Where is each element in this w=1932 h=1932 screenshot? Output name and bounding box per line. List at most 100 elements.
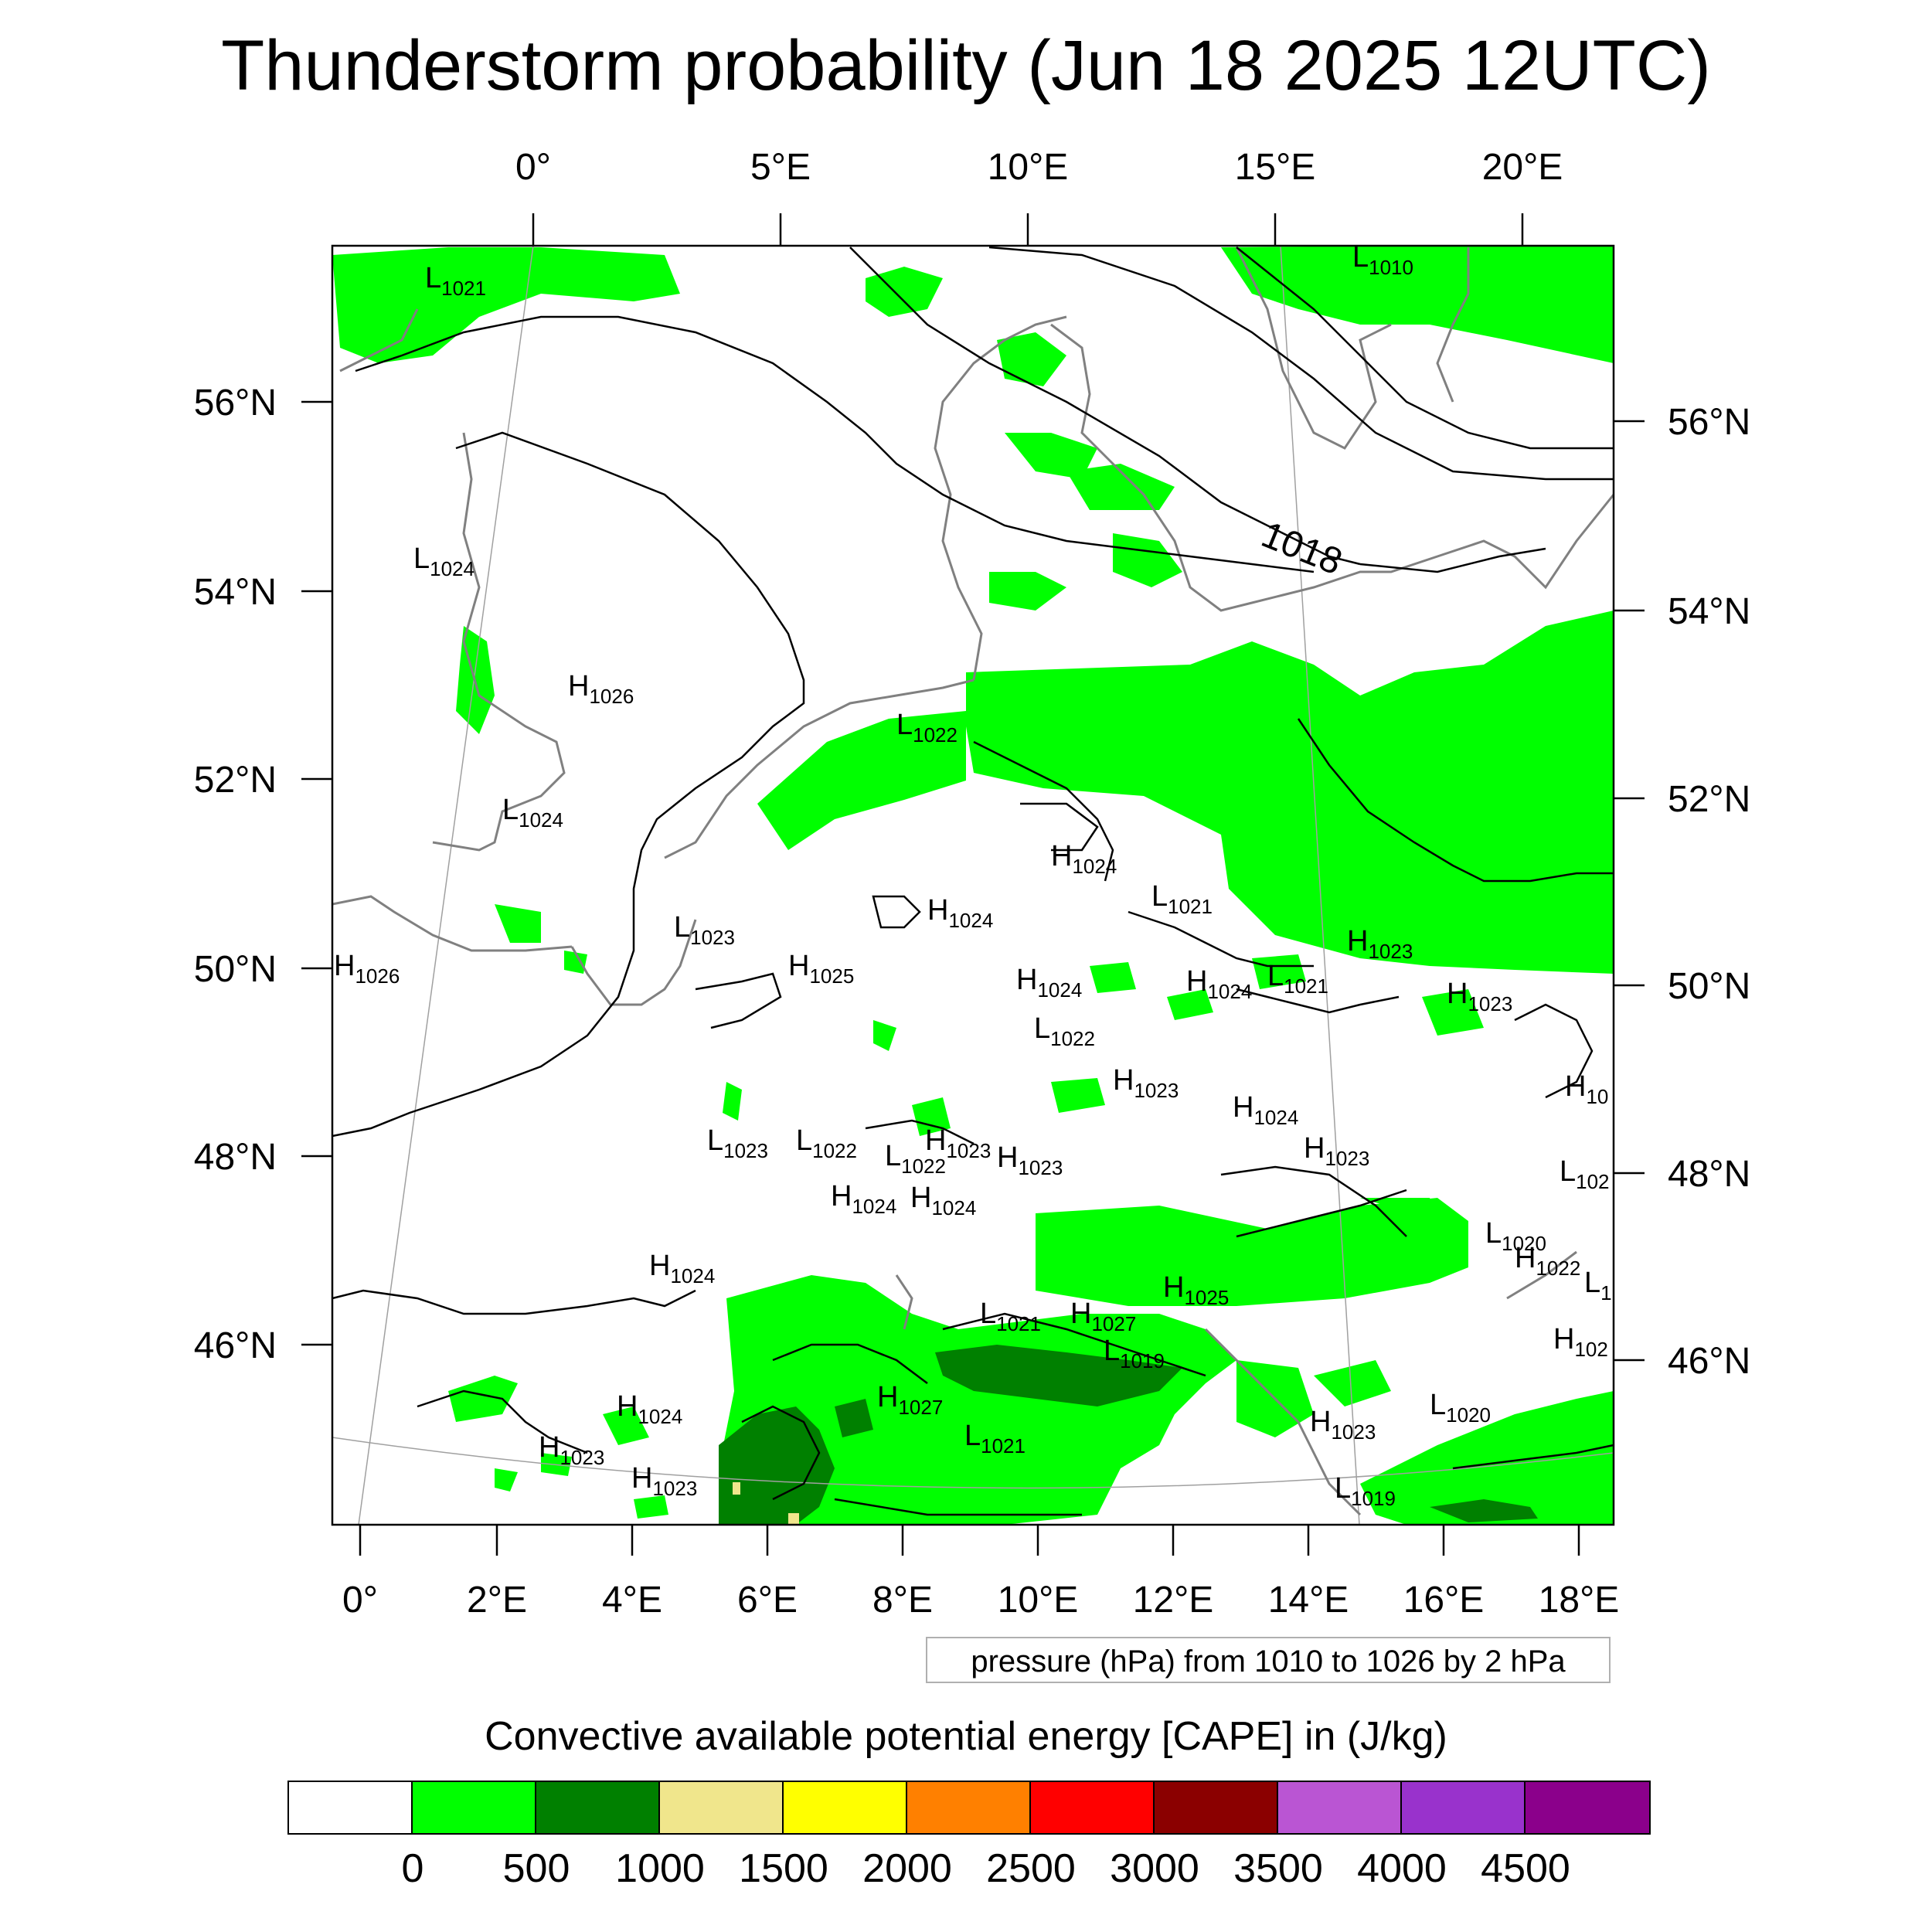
colorbar-label: 2500 [986,1846,1076,1891]
left-axis-label: 46°N [194,1325,277,1366]
isobars [332,246,1614,1516]
pressure-center-label: L1019 [1104,1335,1165,1372]
pressure-center-label: L1023 [707,1124,768,1162]
colorbar-swatch [1526,1782,1649,1833]
right-axis-label: 46°N [1668,1341,1750,1382]
cape-field [332,246,1614,1525]
colorbar-swatch [660,1782,784,1833]
right-axis-label: 52°N [1668,779,1750,820]
pressure-center-label: H1023 [1304,1132,1369,1170]
colorbar-label: 3500 [1233,1846,1323,1891]
axis-labels: 0° 5°E 10°E 15°E 20°E 0° 2°E 4°E 6°E 8°E 10°E 12°E 1… [194,147,1751,1621]
left-axis-label: 56°N [194,383,277,423]
colorbar-swatch [1155,1782,1278,1833]
pressure-center-label: H1024 [1051,840,1117,878]
pressure-center-label: H1027 [1070,1298,1136,1335]
bottom-axis-label: 16°E [1403,1580,1485,1621]
left-axis-label: 54°N [194,572,277,613]
pressure-center-label: L1022 [896,709,957,747]
pressure-center-label: H1024 [1016,964,1082,1002]
colorbar-swatch [784,1782,907,1833]
pressure-center-label: H1024 [910,1182,976,1219]
pressure-center-label: L1020 [1430,1389,1491,1427]
colorbar-label: 4000 [1357,1846,1447,1891]
pressure-center-label: H1024 [927,894,993,932]
colorbar-label: 3000 [1110,1846,1199,1891]
pressure-center-label: L1022 [885,1140,946,1178]
pressure-center-label: H1023 [997,1141,1063,1179]
cape-field-khaki [733,1482,799,1524]
pressure-center-label: L1021 [964,1420,1026,1458]
cape-field-high [719,1345,1538,1525]
colorbar-swatch [907,1782,1031,1833]
top-axis-label: 10°E [988,147,1069,188]
pressure-center-label: H1023 [539,1431,604,1469]
top-axis-label: 20°E [1482,147,1563,188]
pressure-center-label: H1026 [334,950,400,988]
right-axis-label: 54°N [1668,591,1750,632]
pressure-center-label: L1 [1584,1267,1612,1304]
pressure-center-label: H10 [1565,1070,1608,1108]
pressure-center-label: H1023 [631,1462,697,1500]
pressure-center-label: L1010 [1352,241,1413,279]
pressure-center-label: L1024 [413,543,474,580]
pressure-center-label: H1024 [1233,1091,1298,1129]
colorbar-label: 0 [401,1846,424,1891]
pressure-center-label: H1026 [568,670,634,708]
bottom-axis-label: 6°E [737,1580,798,1621]
axis-ticks [301,213,1645,1556]
colorbar-title: Convective available potential energy [C… [485,1714,1447,1759]
colorbar-swatch [289,1782,413,1833]
pressure-center-label: L1023 [674,911,735,949]
pressure-center-label: H1025 [1163,1271,1229,1309]
colorbar-label: 500 [502,1846,570,1891]
bottom-axis-label: 8°E [872,1580,933,1621]
colorbar [287,1781,1651,1835]
map-title: Thunderstorm probability (Jun 18 2025 12… [221,26,1711,105]
colorbar-label: 1500 [739,1846,828,1891]
plot-frame [331,244,1615,1526]
bottom-axis-label: 14°E [1268,1580,1349,1621]
colorbar-swatch [1278,1782,1402,1833]
pressure-center-label: L1020 [1485,1217,1546,1255]
pressure-center-label: H1022 [1515,1242,1580,1280]
top-axis-label: 5°E [750,147,811,188]
bottom-axis-label: 12°E [1133,1580,1214,1621]
right-axis-label: 50°N [1668,966,1750,1007]
pressure-center-label: H1027 [877,1381,943,1419]
pressure-center-label: H1023 [1113,1064,1179,1102]
bottom-axis-label: 0° [342,1580,378,1621]
colorbar-label: 4500 [1481,1846,1570,1891]
left-axis-label: 52°N [194,760,277,801]
left-axis-label: 48°N [194,1137,277,1178]
pressure-center-label: H1023 [1347,925,1413,963]
pressure-center-label: H1023 [1310,1406,1376,1444]
pressure-center-label: H1024 [1186,965,1252,1003]
bottom-axis-label: 18°E [1539,1580,1620,1621]
bottom-axis-label: 10°E [998,1580,1079,1621]
pressure-center-label: H1024 [649,1250,715,1287]
colorbar-swatch [536,1782,660,1833]
pressure-center-label: L1021 [425,262,486,300]
pressure-center-label: L1021 [980,1298,1041,1335]
graticule [332,246,1614,1525]
bottom-axis-label: 4°E [602,1580,662,1621]
pressure-center-label: H1023 [1447,978,1512,1015]
right-axis-label: 48°N [1668,1154,1750,1195]
colorbar-label: 1000 [615,1846,705,1891]
pressure-center-label: L1019 [1335,1472,1396,1510]
pressure-center-label: L1022 [1034,1012,1095,1050]
pressure-center-label: H1024 [617,1390,682,1428]
top-axis-label: 0° [515,147,551,188]
pressure-centers: L1021 L1010 L1024 H1026 L1022 L1024 H1024 L1021… [334,241,1612,1510]
pressure-legend-note: pressure (hPa) from 1010 to 1026 by 2 hP… [926,1637,1611,1683]
right-axis-label: 56°N [1668,402,1750,443]
colorbar-label: 2000 [862,1846,952,1891]
pressure-center-label: H102 [1553,1323,1608,1361]
pressure-center-label: L1021 [1151,880,1213,918]
pressure-center-label: H1025 [788,950,854,988]
colorbar-swatch [1031,1782,1155,1833]
pressure-center-label: H1024 [831,1180,896,1218]
colorbar-swatch [1402,1782,1526,1833]
